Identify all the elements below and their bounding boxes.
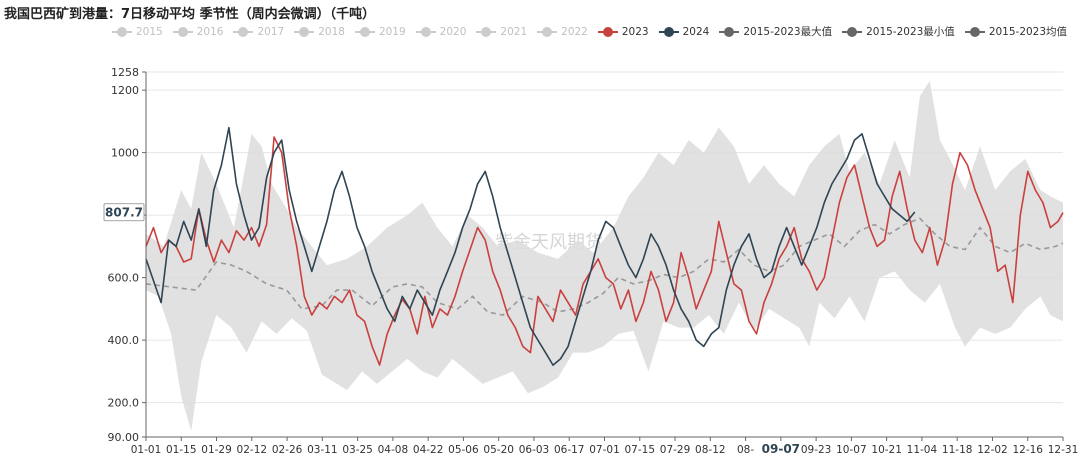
x-tick-label: 01-15 (166, 444, 197, 456)
y-tick-label: 200.0 (108, 397, 140, 410)
x-tick-label: 04-08 (378, 444, 409, 456)
legend-label: 2022 (561, 25, 588, 38)
x-tick-label: 05-20 (483, 444, 514, 456)
legend-marker-icon (658, 26, 679, 37)
legend-label: 2015-2023最小值 (866, 26, 955, 38)
legend-marker-icon (172, 26, 193, 37)
legend-marker-icon (719, 26, 740, 37)
legend-item[interactable]: 2023 (597, 25, 649, 38)
x-tick-label: 11-18 (942, 444, 973, 456)
x-tick-label: 09-23 (801, 444, 832, 456)
legend-item[interactable]: 2015-2023最大值 (719, 24, 832, 39)
x-tick-label: 08-12 (695, 444, 726, 456)
legend-label: 2018 (318, 25, 345, 38)
legend-item[interactable]: 2015 (112, 26, 163, 38)
legend-item[interactable]: 2017 (233, 26, 284, 38)
x-tick-label: 07-15 (625, 444, 656, 456)
legend-item[interactable]: 2024 (658, 25, 710, 38)
legend-item[interactable]: 2022 (537, 26, 588, 38)
legend-label: 2016 (196, 25, 224, 38)
legend-label: 2015 (136, 25, 163, 38)
legend-marker-icon (842, 26, 863, 37)
x-tick-label: 03-11 (307, 444, 338, 456)
y-tick-label: 1258 (111, 66, 139, 79)
legend-item[interactable]: 2020 (415, 25, 467, 38)
legend-marker-icon (537, 26, 558, 37)
legend-label: 2015-2023均值 (988, 26, 1068, 38)
y-tick-label: 1200 (111, 84, 139, 97)
x-tick-label: 03-25 (342, 444, 373, 456)
y-pointer-box (103, 203, 145, 222)
series-2024-line[interactable] (145, 126, 916, 366)
legend-marker-icon (233, 26, 254, 37)
x-tick-label: 10-21 (871, 444, 902, 456)
y-tick-label: 90.00 (108, 431, 140, 444)
legend-item[interactable]: 2021 (476, 26, 527, 38)
x-tick-label: 05-06 (448, 444, 479, 456)
x-tick-label: 09-07 (762, 442, 800, 456)
legend-item[interactable]: 2016 (172, 25, 224, 38)
x-tick-label: 08- (737, 444, 754, 456)
mean-line[interactable] (145, 217, 1064, 316)
series-2023-line[interactable] (145, 136, 1064, 366)
legend-marker-icon (354, 26, 375, 37)
x-tick-label: 04-22 (413, 444, 444, 456)
legend-marker-icon (964, 26, 985, 37)
x-tick-label: 07-29 (660, 444, 691, 456)
legend-label: 2020 (439, 25, 467, 38)
legend-marker-icon (112, 26, 132, 37)
legend-label: 2024 (682, 25, 710, 38)
x-tick-label: 06-17 (554, 444, 585, 456)
legend-marker-icon (476, 26, 497, 37)
x-tick-label: 11-04 (907, 444, 938, 456)
legend-item[interactable]: 2015-2023最小值 (842, 24, 955, 39)
legend-marker-icon (415, 26, 436, 37)
legend-label: 2019 (378, 25, 406, 38)
legend-label: 2017 (257, 25, 285, 38)
x-tick-label: 01-29 (201, 444, 232, 456)
legend-label: 2023 (621, 25, 649, 38)
x-tick-label: 01-01 (131, 444, 162, 456)
legend-item[interactable]: 2015-2023均值 (964, 24, 1068, 39)
x-tick-label: 12-16 (1012, 444, 1043, 456)
legend-label: 2021 (500, 25, 528, 38)
legend-item[interactable]: 2019 (354, 25, 406, 38)
x-tick-label: 12-02 (977, 444, 1008, 456)
x-tick-label: 12-31 (1048, 444, 1079, 456)
x-tick-label: 02-12 (237, 444, 268, 456)
y-pointer-label: 807.7 (105, 206, 143, 220)
x-tick-label: 07-01 (589, 444, 620, 456)
chart-legend: 2015 2016 2017 2018 2019 2020 2021 2022 2023 2024… (112, 24, 1077, 39)
x-tick-label: 10-07 (836, 444, 867, 456)
x-tick-label: 02-26 (272, 444, 303, 456)
y-tick-label: 400.0 (108, 334, 140, 347)
range-band-area (146, 80, 1063, 431)
legend-item[interactable]: 2018 (294, 26, 345, 38)
x-tick-label: 06-03 (519, 444, 550, 456)
legend-label: 2015-2023最大值 (743, 26, 833, 38)
y-tick-label: 600.0 (108, 272, 140, 285)
legend-marker-icon (294, 26, 315, 37)
y-tick-label: 1000 (111, 147, 139, 160)
legend-marker-icon (597, 26, 618, 37)
chart-title: 我国巴西矿到港量：7日移动平均 季节性（周内会微调）（千吨） (4, 7, 376, 22)
